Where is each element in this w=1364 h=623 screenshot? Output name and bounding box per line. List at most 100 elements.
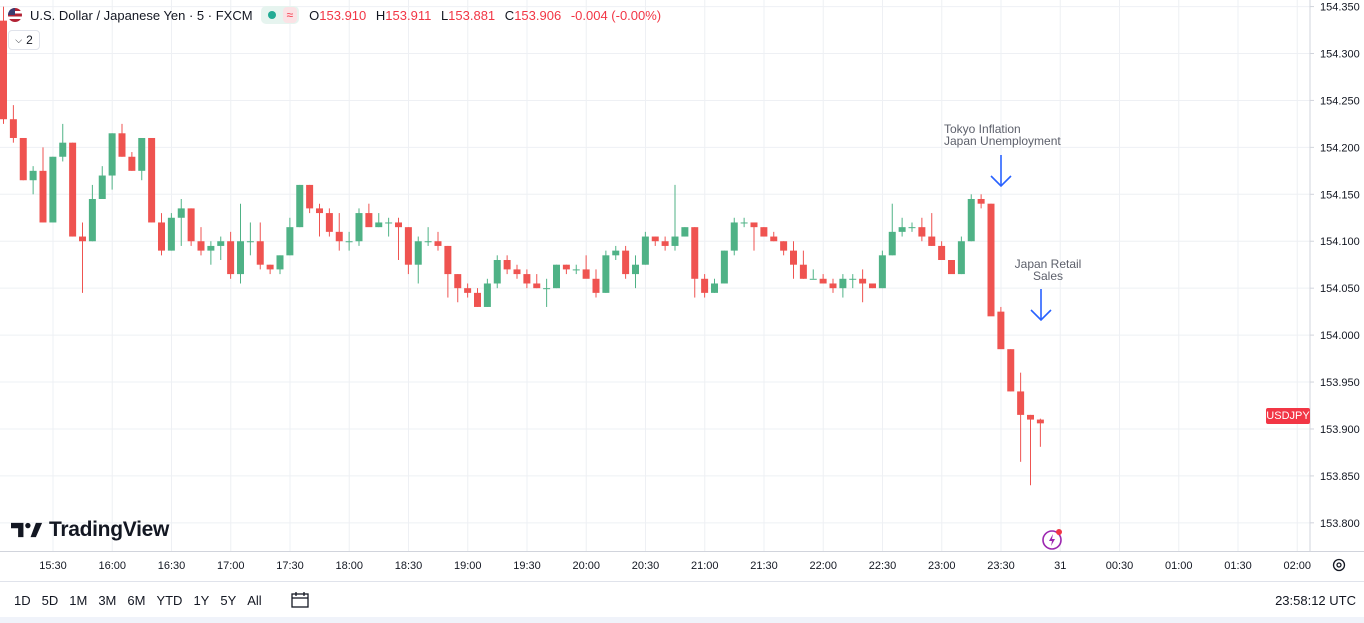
candle xyxy=(602,250,610,293)
brand-name: TradingView xyxy=(49,518,170,541)
candle-body xyxy=(740,222,748,224)
range-button-all[interactable]: All xyxy=(247,593,262,608)
lightning-icon[interactable] xyxy=(1042,528,1064,550)
x-tick-label: 16:30 xyxy=(158,560,186,572)
candle xyxy=(503,255,511,275)
y-tick-label: 154.100 xyxy=(1320,236,1360,248)
candle xyxy=(385,217,393,237)
candle xyxy=(562,264,570,275)
range-button-1d[interactable]: 1D xyxy=(14,593,31,608)
candle xyxy=(799,250,807,279)
candle xyxy=(523,269,531,289)
candle-body xyxy=(948,260,955,275)
candle-body xyxy=(622,250,630,275)
candle-body xyxy=(0,20,7,120)
candle xyxy=(167,213,175,251)
candle-body xyxy=(404,227,412,265)
candle xyxy=(908,222,916,232)
candle xyxy=(306,184,314,214)
candle-body xyxy=(355,213,363,242)
candle xyxy=(39,147,47,223)
x-tick-label: 15:30 xyxy=(39,560,67,572)
indicators-toggle[interactable]: ⌵ 2 xyxy=(8,30,40,50)
candle-body xyxy=(483,283,491,307)
candle xyxy=(19,137,27,181)
candle-body xyxy=(869,283,876,289)
symbol-title[interactable]: U.S. Dollar / Japanese Yen · 5 · FXCM xyxy=(30,7,253,23)
utc-clock[interactable]: 23:58:12 UTC xyxy=(1275,593,1356,608)
open-label: O xyxy=(309,7,320,23)
y-tick-label: 154.000 xyxy=(1320,330,1360,342)
tradingview-logo[interactable]: TradingView xyxy=(11,518,169,542)
candle xyxy=(513,264,521,279)
range-button-1y[interactable]: 1Y xyxy=(193,593,210,608)
candle xyxy=(1017,372,1025,462)
candle xyxy=(671,184,679,251)
x-tick-label: 18:00 xyxy=(335,560,363,572)
candle-body xyxy=(533,283,541,289)
candle xyxy=(888,203,896,256)
candle-body xyxy=(345,241,353,243)
range-button-6m[interactable]: 6M xyxy=(127,593,146,608)
candle-body xyxy=(819,278,827,284)
candle-body xyxy=(711,283,718,293)
last-price-label: USDJPY xyxy=(1266,408,1310,424)
candle xyxy=(553,264,560,289)
candle xyxy=(237,203,244,284)
calendar-icon[interactable] xyxy=(290,591,310,609)
low-label: L xyxy=(440,7,449,23)
market-status-pill[interactable]: ≈ xyxy=(260,6,300,24)
y-tick-label: 154.350 xyxy=(1320,2,1360,14)
candle-body xyxy=(849,278,857,280)
range-button-3m[interactable]: 3M xyxy=(98,593,117,608)
candle xyxy=(790,241,797,279)
candle xyxy=(1027,414,1034,486)
down-arrow-icon xyxy=(990,155,1012,188)
price-chart[interactable]: 154.350 154.300 154.250 154.200 154.150 154.1… xyxy=(0,0,1364,581)
us-flag-icon xyxy=(8,8,22,22)
x-tick-label: 19:00 xyxy=(454,560,482,572)
candle-body xyxy=(335,231,343,242)
candle-body xyxy=(59,142,67,157)
chart-grid xyxy=(0,0,1310,551)
candle xyxy=(750,222,758,251)
candle-body xyxy=(217,241,225,246)
candle-body xyxy=(681,227,689,237)
candle-body xyxy=(809,278,817,280)
y-tick-label: 154.150 xyxy=(1320,189,1360,201)
range-button-5y[interactable]: 5Y xyxy=(220,593,237,608)
candle xyxy=(404,227,412,275)
candle-body xyxy=(1027,414,1034,420)
candle-body xyxy=(799,264,807,279)
candle-body xyxy=(543,288,551,290)
candle xyxy=(286,217,294,256)
candle-body xyxy=(276,255,284,270)
market-open-icon xyxy=(267,11,276,19)
candle-body xyxy=(79,236,86,242)
ohlc-values: O153.910 H153.911 L153.881 C153.906 -0.0… xyxy=(309,8,667,23)
chevron-down-icon: ⌵ xyxy=(15,34,23,45)
candle xyxy=(227,231,235,279)
candle-body xyxy=(434,241,442,246)
range-button-ytd[interactable]: YTD xyxy=(156,593,183,608)
candle-body xyxy=(691,227,699,279)
candle-body xyxy=(632,264,639,275)
y-tick-label: 153.800 xyxy=(1320,518,1360,530)
candle-body xyxy=(641,236,649,265)
candle xyxy=(622,245,630,279)
candle xyxy=(118,123,126,157)
settings-gear-icon[interactable] xyxy=(1331,557,1347,573)
candle-body xyxy=(49,156,57,223)
x-tick-label: 23:30 xyxy=(987,560,1015,572)
candle-body xyxy=(661,241,669,246)
range-button-1m[interactable]: 1M xyxy=(69,593,88,608)
candle xyxy=(128,152,136,171)
data-delay-icon: ≈ xyxy=(282,7,298,23)
candle-body xyxy=(839,278,847,289)
low-value: 153.881 xyxy=(448,7,496,23)
candle xyxy=(809,269,817,280)
candle xyxy=(256,222,264,270)
candle xyxy=(414,236,422,284)
candle xyxy=(987,203,995,317)
range-button-5d[interactable]: 5D xyxy=(41,593,59,608)
